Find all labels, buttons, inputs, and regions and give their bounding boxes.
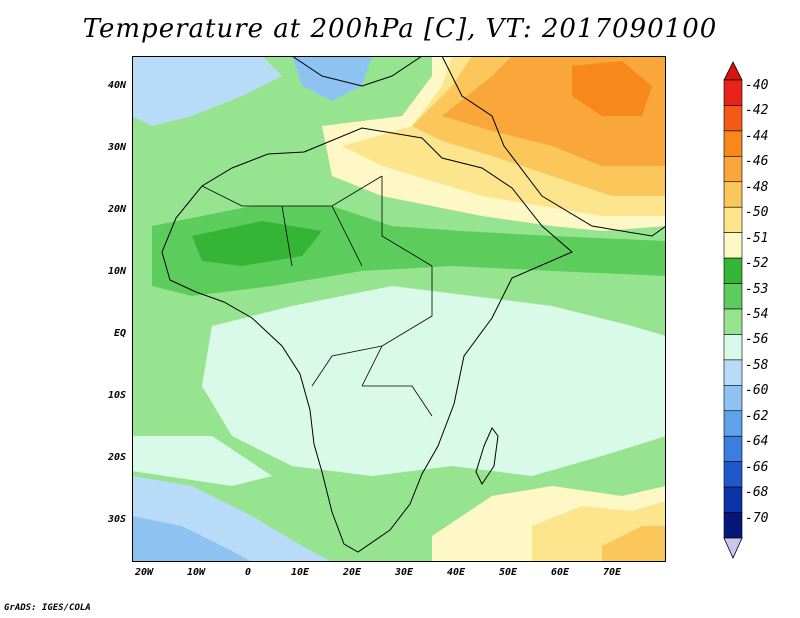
lon-label: 50E [498,567,518,578]
colorbar-swatch [723,283,743,310]
lat-label: 10N [107,266,126,277]
cold-region-southwest-deep [132,516,252,562]
lon-label: 60E [550,567,570,578]
lon-label: 10E [290,567,310,578]
arabia-coastline [441,56,666,237]
colorbar-swatch [723,232,743,259]
lat-label: EQ [113,328,126,339]
colorbar-swatch [723,206,743,233]
warm-region-southeast-core [602,526,666,562]
colorbar-swatch [723,461,743,488]
colorbar-label: -42 [745,103,769,119]
tropical-region [202,286,666,476]
lat-label: 40N [107,80,126,91]
colorbar-label: -48 [745,179,769,195]
colorbar-label: -56 [745,332,769,348]
colorbar-label: -54 [745,307,769,322]
africa-coastline [161,127,573,553]
colorbar-swatch [723,512,743,539]
colorbar-swatch [723,156,743,183]
colorbar-label: -70 [745,510,769,526]
colorbar-label: -68 [745,485,769,501]
colorbar [723,61,743,559]
lat-label: 30N [107,142,126,153]
colorbar-label: -46 [745,154,769,170]
colorbar-label: -58 [745,357,769,373]
colorbar-label: -50 [745,205,769,221]
chart-title: Temperature at 200hPa [C], VT: 201709010… [82,14,718,44]
colorbar-swatch [723,334,743,361]
colorbar-label: -51 [745,230,769,246]
lat-label: 20N [107,204,126,215]
lat-label: 30S [107,514,126,525]
colorbar-swatch [723,308,743,335]
lon-label: 20E [342,567,362,578]
colorbar-top-arrow [723,61,743,81]
colorbar-label: -60 [745,383,769,399]
colorbar-swatch [723,410,743,437]
europe-coastline [291,56,423,87]
lon-label: 70E [602,567,622,578]
colorbar-swatch [723,359,743,386]
lon-label: 30E [394,567,414,578]
colorbar-swatch [723,79,743,106]
colorbar-swatch [723,257,743,284]
lon-label: 20W [134,567,154,578]
colorbar-swatch [723,486,743,513]
lon-label: 0 [244,567,252,578]
lon-label: 40E [446,567,466,578]
colorbar-swatch [723,435,743,462]
green-band-dark [192,221,322,266]
colorbar-label: -66 [745,459,769,475]
colorbar-label: -44 [745,128,769,144]
colorbar-swatch [723,385,743,412]
temperature-map [132,56,666,562]
lat-label: 20S [107,452,126,463]
warm-region-44 [572,61,652,116]
map-frame [132,56,666,562]
tropical-region-west [132,436,272,486]
footer-credit: GrADS: IGES/COLA [4,603,91,613]
lon-label: 10W [186,567,206,578]
colorbar-label: -53 [745,281,769,297]
colorbar-bottom-arrow [723,537,743,559]
colorbar-label: -52 [745,256,769,272]
colorbar-swatch [723,130,743,157]
colorbar-swatch [723,105,743,132]
lat-label: 10S [107,390,126,401]
madagascar-coastline [475,427,499,485]
country-borders [201,175,433,417]
colorbar-label: -62 [745,408,769,424]
colorbar-label: -40 [745,78,769,93]
colorbar-label: -64 [745,434,769,450]
cold-region-northwest [132,56,282,126]
colorbar-swatch [723,181,743,208]
